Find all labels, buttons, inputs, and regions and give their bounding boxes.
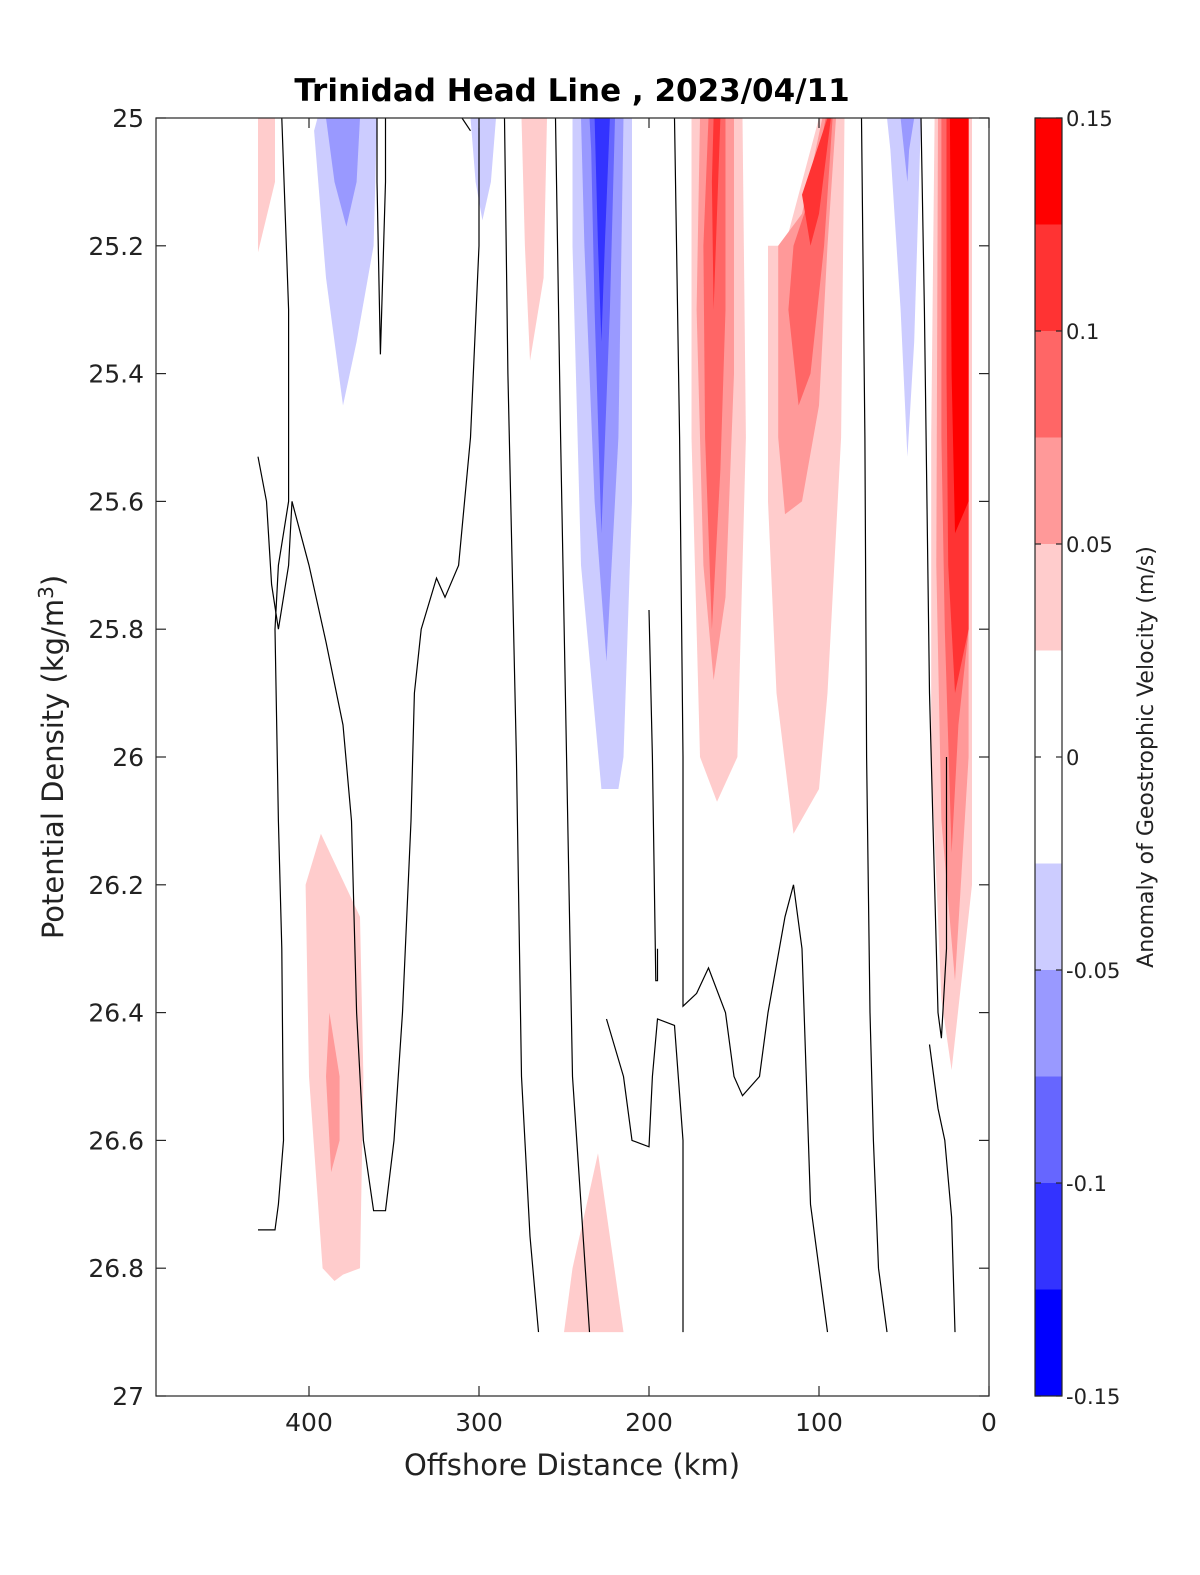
x-axis-label: Offshore Distance (km) bbox=[404, 1448, 740, 1482]
x-axis: 400 300 200 100 0 bbox=[285, 118, 997, 1437]
filled-contour-12 bbox=[657, 118, 678, 342]
filled-contour-21 bbox=[878, 118, 930, 789]
zero-contour-line-3 bbox=[291, 118, 480, 1212]
contour-lines bbox=[257, 118, 956, 1333]
filled-contour-6 bbox=[521, 118, 547, 361]
filled-contour-16 bbox=[711, 118, 721, 310]
zero-contour-line-1 bbox=[257, 456, 293, 630]
y-tick-label: 26.8 bbox=[88, 1254, 144, 1283]
colorbar-tick-label: 0.05 bbox=[1066, 533, 1113, 557]
filled-contour-2 bbox=[314, 118, 377, 406]
filled-contour-29 bbox=[256, 731, 267, 1064]
filled-contour-15 bbox=[703, 118, 726, 630]
colorbar-tick-label: 0.1 bbox=[1066, 320, 1099, 344]
colorbar: 0.15 0.1 0.05 0 -0.05 -0.1 -0.15 bbox=[1034, 107, 1120, 1409]
zero-contour-line-10 bbox=[860, 118, 888, 1333]
zero-contour-line-0 bbox=[258, 118, 290, 1231]
colorbar-tick-label: 0.15 bbox=[1066, 107, 1113, 131]
zero-contour-line-7 bbox=[648, 609, 659, 982]
filled-contour-31 bbox=[326, 1012, 340, 1173]
y-tick-label: 26.2 bbox=[88, 871, 144, 900]
filled-contour-3 bbox=[326, 118, 360, 227]
filled-contour-0 bbox=[258, 118, 275, 253]
colorbar-swatch bbox=[1035, 437, 1062, 544]
colorbar-tick-label: -0.15 bbox=[1066, 1385, 1120, 1409]
filled-contour-4 bbox=[411, 118, 513, 412]
colorbar-tick-label: -0.05 bbox=[1066, 959, 1120, 983]
filled-contour-34 bbox=[759, 1172, 862, 1333]
colorbar-swatch bbox=[1035, 970, 1062, 1077]
y-tick-label: 27 bbox=[112, 1382, 144, 1411]
colorbar-swatch bbox=[1035, 1289, 1062, 1396]
colorbar-swatch bbox=[1035, 331, 1062, 438]
filled-contour-22 bbox=[887, 118, 921, 457]
colorbar-swatch bbox=[1035, 1076, 1062, 1183]
zero-contour-line-8 bbox=[605, 1018, 684, 1333]
colorbar-label: Anomaly of Geostrophic Velocity (m/s) bbox=[1134, 546, 1159, 968]
x-tick-label: 100 bbox=[795, 1408, 843, 1437]
y-tick-label: 25.8 bbox=[88, 615, 144, 644]
filled-contour-28 bbox=[949, 118, 969, 534]
colorbar-swatch bbox=[1035, 544, 1062, 651]
x-tick-label: 200 bbox=[625, 1408, 673, 1437]
y-tick-label: 26.6 bbox=[88, 1126, 144, 1155]
x-tick-label: 400 bbox=[285, 1408, 333, 1437]
x-tick-label: 0 bbox=[981, 1408, 997, 1437]
filled-contour-11 bbox=[594, 118, 610, 342]
y-axis: 25 25.2 25.4 25.6 25.8 26 26.2 26.4 26.6 26.8 27 bbox=[88, 104, 989, 1411]
y-axis-label: Potential Density (kg/m3) bbox=[34, 575, 70, 939]
zero-contour-line-12 bbox=[928, 1044, 956, 1333]
colorbar-swatch bbox=[1035, 224, 1062, 331]
zero-contour-line-5 bbox=[503, 118, 540, 1333]
filled-contour-23 bbox=[900, 118, 915, 182]
plot-area bbox=[256, 118, 972, 1333]
zero-contour-line-9 bbox=[673, 118, 829, 1333]
filled-contour-33 bbox=[708, 1172, 751, 1333]
colorbar-swatch bbox=[1035, 118, 1062, 225]
filled-contour-32 bbox=[564, 1153, 624, 1333]
filled-contour-5 bbox=[470, 118, 496, 221]
zero-contour-line-2 bbox=[376, 118, 387, 355]
y-tick-label: 25.4 bbox=[88, 360, 144, 389]
colorbar-tick-label: -0.1 bbox=[1066, 1172, 1107, 1196]
y-tick-label: 25.2 bbox=[88, 232, 144, 261]
y-tick-label: 26 bbox=[112, 743, 144, 772]
chart-title: Trinidad Head Line , 2023/04/11 bbox=[294, 73, 849, 109]
colorbar-tick-label: 0 bbox=[1066, 746, 1079, 770]
filled-contour-35 bbox=[934, 1102, 947, 1333]
y-tick-label: 26.4 bbox=[88, 999, 144, 1028]
colorbar-swatch bbox=[1035, 1183, 1062, 1290]
filled-contour-20 bbox=[802, 118, 831, 246]
y-tick-label: 25.6 bbox=[88, 487, 144, 516]
zero-contour-line-4 bbox=[461, 118, 471, 132]
filled-contour-10 bbox=[589, 118, 615, 534]
x-tick-label: 300 bbox=[455, 1408, 503, 1437]
y-tick-label: 25 bbox=[112, 104, 144, 133]
zero-contour-line-6 bbox=[554, 118, 591, 1333]
colorbar-swatch bbox=[1035, 863, 1062, 970]
zero-contour-line-11 bbox=[920, 118, 948, 1039]
